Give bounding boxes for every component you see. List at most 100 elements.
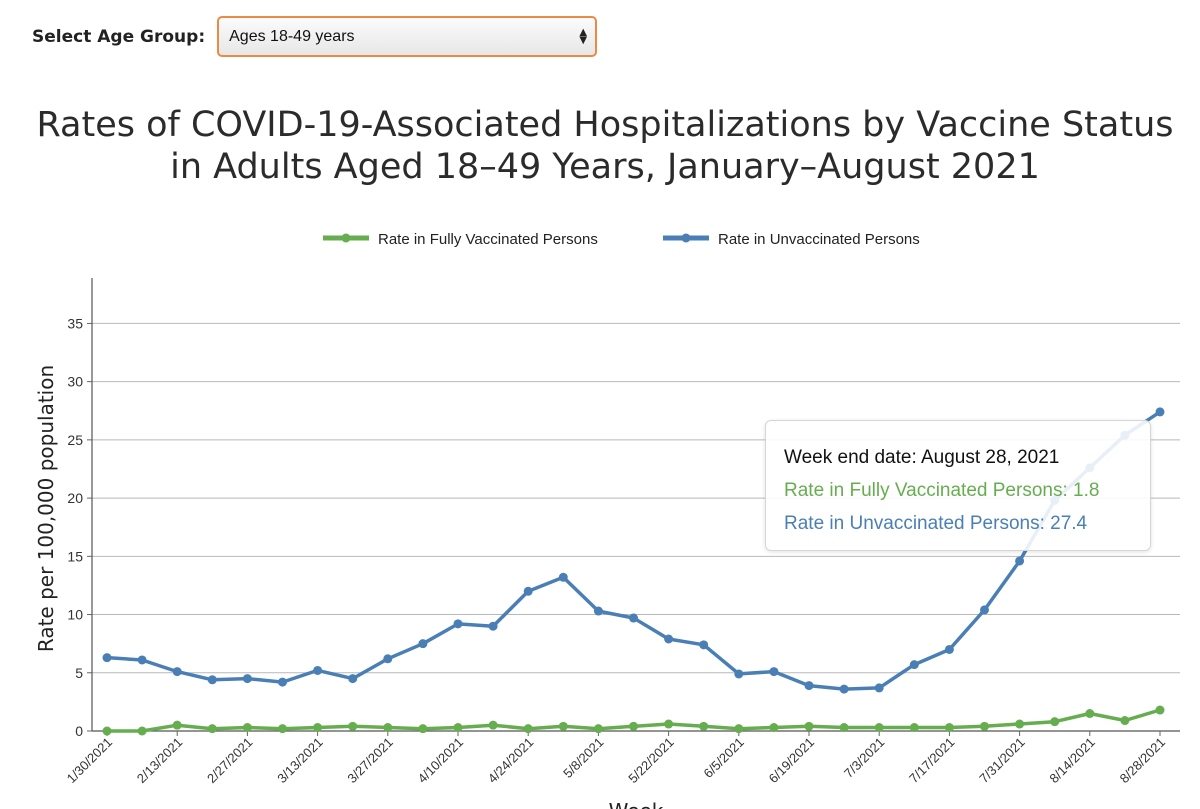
y-tick-label: 20	[67, 490, 83, 506]
x-tick-label: 6/19/2021	[766, 735, 818, 787]
data-point-unvaccinated	[804, 681, 814, 691]
x-tick-label: 5/8/2021	[560, 735, 606, 781]
age-group-label: Select Age Group:	[32, 26, 206, 47]
data-point-unvaccinated	[102, 653, 112, 663]
data-point-unvaccinated	[137, 655, 147, 665]
data-point-vaccinated	[699, 721, 709, 731]
chart-tooltip: Week end date: August 28, 2021 Rate in F…	[765, 420, 1151, 551]
data-point-vaccinated	[909, 723, 919, 733]
age-group-select[interactable]: Ages 18-49 years ▲ ▼	[217, 16, 598, 57]
data-point-unvaccinated	[734, 669, 744, 679]
chart-title: Rates of COVID-19-Associated Hospitaliza…	[0, 104, 1200, 188]
data-point-vaccinated	[769, 723, 779, 733]
data-point-vaccinated	[172, 720, 182, 730]
age-group-selector-row: Select Age Group: Ages 18-49 years ▲ ▼	[32, 16, 598, 57]
x-tick-label: 3/27/2021	[344, 735, 396, 787]
data-point-vaccinated	[839, 723, 849, 733]
data-point-vaccinated	[488, 720, 498, 730]
data-point-unvaccinated	[278, 677, 287, 687]
data-point-vaccinated	[242, 723, 252, 733]
y-tick-label: 0	[75, 723, 83, 739]
data-point-unvaccinated	[909, 660, 919, 670]
chart-title-line-1: Rates of COVID-19-Associated Hospitaliza…	[36, 105, 1174, 145]
data-point-unvaccinated	[418, 639, 428, 649]
data-point-vaccinated	[418, 724, 428, 734]
data-point-vaccinated	[383, 723, 393, 733]
data-point-vaccinated	[1155, 705, 1165, 715]
data-point-vaccinated	[102, 726, 112, 736]
x-tick-label: 4/24/2021	[485, 735, 537, 787]
tooltip-vaccinated-rate: Rate in Fully Vaccinated Persons: 1.8	[784, 480, 1100, 501]
x-tick-label: 2/13/2021	[134, 735, 186, 787]
legend-marker-0	[341, 233, 351, 243]
data-point-unvaccinated	[629, 613, 638, 623]
y-axis-title: Rate per 100,000 population	[34, 365, 58, 652]
data-point-vaccinated	[1050, 717, 1060, 727]
x-tick-label: 8/14/2021	[1046, 735, 1098, 787]
legend-marker-1	[681, 233, 691, 243]
data-point-unvaccinated	[593, 606, 603, 616]
data-point-unvaccinated	[839, 684, 849, 694]
x-tick-label: 2/27/2021	[204, 735, 256, 787]
data-point-unvaccinated	[1015, 556, 1025, 566]
data-point-unvaccinated	[383, 654, 393, 664]
data-point-vaccinated	[944, 723, 954, 733]
data-point-unvaccinated	[207, 675, 217, 685]
y-tick-label: 30	[67, 374, 83, 390]
legend-label-1: Rate in Unvaccinated Persons	[718, 231, 920, 248]
data-point-vaccinated	[1120, 716, 1130, 726]
data-point-unvaccinated	[699, 640, 709, 650]
data-point-unvaccinated	[874, 683, 884, 693]
y-tick-label: 5	[75, 665, 83, 681]
data-point-vaccinated	[629, 721, 638, 731]
data-point-vaccinated	[313, 723, 323, 733]
data-point-vaccinated	[523, 724, 533, 734]
y-tick-label: 15	[67, 548, 83, 564]
data-point-unvaccinated	[488, 621, 498, 631]
data-point-vaccinated	[453, 723, 463, 733]
tooltip-date: Week end date: August 28, 2021	[784, 447, 1060, 468]
select-arrows-icon: ▲ ▼	[579, 26, 588, 46]
data-point-unvaccinated	[242, 674, 252, 684]
data-point-unvaccinated	[1155, 407, 1165, 417]
data-point-vaccinated	[593, 724, 603, 734]
x-tick-label: 7/3/2021	[841, 735, 887, 781]
x-axis-title: Week	[609, 799, 664, 809]
data-point-unvaccinated	[523, 586, 533, 596]
chart-title-line-2: in Adults Aged 18–49 Years, January–Augu…	[170, 147, 1040, 187]
data-point-unvaccinated	[944, 644, 954, 654]
x-tick-label: 1/30/2021	[64, 735, 116, 787]
x-tick-label: 3/13/2021	[274, 735, 326, 787]
data-point-unvaccinated	[980, 605, 989, 615]
data-point-vaccinated	[804, 721, 814, 731]
data-point-vaccinated	[874, 723, 884, 733]
data-point-unvaccinated	[348, 674, 358, 684]
data-point-vaccinated	[278, 724, 287, 734]
data-point-vaccinated	[1085, 709, 1095, 719]
x-tick-label: 7/31/2021	[976, 735, 1028, 787]
data-point-unvaccinated	[453, 619, 463, 629]
data-point-unvaccinated	[664, 634, 674, 644]
data-point-vaccinated	[734, 724, 744, 734]
x-tick-label: 7/17/2021	[906, 735, 958, 787]
data-point-vaccinated	[207, 724, 217, 734]
data-point-vaccinated	[558, 721, 568, 731]
data-point-unvaccinated	[769, 667, 779, 677]
data-point-vaccinated	[137, 726, 147, 736]
x-tick-label: 6/5/2021	[701, 735, 747, 781]
x-tick-label: 4/10/2021	[415, 735, 467, 787]
data-point-unvaccinated	[313, 665, 323, 675]
x-tick-label: 8/28/2021	[1117, 735, 1169, 787]
data-point-vaccinated	[348, 721, 358, 731]
y-tick-label: 25	[67, 432, 83, 448]
data-point-vaccinated	[664, 719, 674, 729]
y-tick-label: 35	[67, 315, 83, 331]
legend-label-0: Rate in Fully Vaccinated Persons	[378, 231, 598, 248]
data-point-vaccinated	[980, 721, 989, 731]
tooltip-unvaccinated-rate: Rate in Unvaccinated Persons: 27.4	[784, 513, 1088, 534]
data-point-unvaccinated	[172, 667, 182, 677]
age-group-selected-value: Ages 18-49 years	[229, 27, 355, 45]
x-tick-label: 5/22/2021	[625, 735, 677, 787]
data-point-vaccinated	[1015, 719, 1025, 729]
